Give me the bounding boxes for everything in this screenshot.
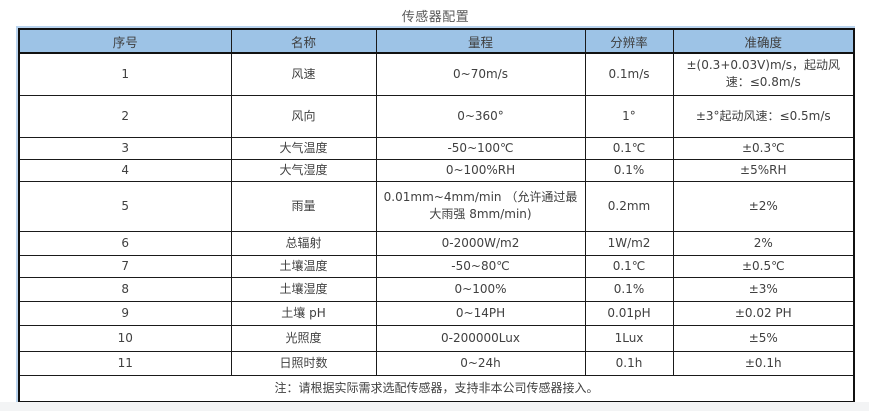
cell-range: 0~100%RH — [375, 158, 586, 182]
cell-name: 光照度 — [230, 324, 377, 352]
cell-name: 日照时数 — [230, 350, 377, 376]
table-row: 8 土壤湿度 0~100% 0.1% ±3% — [18, 276, 855, 302]
cell-range: 0~14PH — [375, 300, 586, 326]
cell-accuracy: ±(0.3+0.03V)m/s，起动风速：≤0.8m/s — [672, 52, 855, 96]
cell-range: 0~24h — [375, 350, 586, 376]
table-row: 9 土壤 pH 0~14PH 0.01pH ±0.02 PH — [18, 300, 855, 326]
cell-range: 0~70m/s — [375, 52, 586, 96]
note-row: 注：请根据实际需求选配传感器，支持非本公司传感器接入。 — [18, 374, 855, 402]
cell-index: 8 — [18, 276, 232, 302]
sensor-config-table-wrap: 序号 名称 量程 分辨率 准确度 1 风速 0~70m/s 0.1m/s ±(0.3+0.03V… — [16, 26, 855, 403]
cell-range: -50~100℃ — [375, 136, 586, 160]
column-header-index: 序号 — [18, 28, 232, 54]
cell-index: 1 — [18, 52, 232, 96]
column-header-name: 名称 — [230, 28, 377, 54]
table-footer: 注：请根据实际需求选配传感器，支持非本公司传感器接入。 — [18, 374, 855, 402]
table-row: 10 光照度 0-200000Lux 1Lux ±5% — [18, 324, 855, 352]
cell-resolution: 0.1% — [584, 158, 674, 182]
cell-index: 10 — [18, 324, 232, 352]
cell-resolution: 0.1℃ — [584, 254, 674, 278]
table-row: 1 风速 0~70m/s 0.1m/s ±(0.3+0.03V)m/s，起动风速：≤0.… — [18, 52, 855, 96]
cell-index: 6 — [18, 230, 232, 256]
cell-resolution: 0.01pH — [584, 300, 674, 326]
cell-accuracy: ±5% — [672, 324, 855, 352]
cell-resolution: 1W/m2 — [584, 230, 674, 256]
cell-resolution: 0.1℃ — [584, 136, 674, 160]
cell-name: 雨量 — [230, 180, 377, 232]
cell-accuracy: ±3°起动风速：≤0.5m/s — [672, 94, 855, 138]
cell-range: 0~100% — [375, 276, 586, 302]
cell-index: 11 — [18, 350, 232, 376]
cell-name: 土壤 pH — [230, 300, 377, 326]
cell-name: 总辐射 — [230, 230, 377, 256]
column-header-resolution: 分辨率 — [584, 28, 674, 54]
cell-resolution: 0.2mm — [584, 180, 674, 232]
cell-name: 风速 — [230, 52, 377, 96]
cell-name: 土壤湿度 — [230, 276, 377, 302]
table-header: 序号 名称 量程 分辨率 准确度 — [18, 28, 855, 54]
cell-accuracy: ±3% — [672, 276, 855, 302]
cell-index: 9 — [18, 300, 232, 326]
cell-resolution: 1Lux — [584, 324, 674, 352]
cell-range: 0-200000Lux — [375, 324, 586, 352]
table-row: 4 大气湿度 0~100%RH 0.1% ±5%RH — [18, 158, 855, 182]
table-row: 6 总辐射 0-2000W/m2 1W/m2 2% — [18, 230, 855, 256]
page-bottom-strip — [0, 402, 869, 411]
cell-name: 大气湿度 — [230, 158, 377, 182]
cell-index: 4 — [18, 158, 232, 182]
cell-accuracy: ±5%RH — [672, 158, 855, 182]
table-body: 1 风速 0~70m/s 0.1m/s ±(0.3+0.03V)m/s，起动风速：≤0.… — [18, 52, 855, 376]
cell-name: 土壤温度 — [230, 254, 377, 278]
table-row: 3 大气温度 -50~100℃ 0.1℃ ±0.3℃ — [18, 136, 855, 160]
cell-name: 风向 — [230, 94, 377, 138]
page-title: 传感器配置 — [401, 10, 470, 25]
table-row: 5 雨量 0.01mm~4mm/min （允许通过最大雨强 8mm/min) 0.2m… — [18, 180, 855, 232]
column-header-accuracy: 准确度 — [672, 28, 855, 54]
cell-accuracy: 2% — [672, 230, 855, 256]
cell-accuracy: ±0.02 PH — [672, 300, 855, 326]
table-row: 2 风向 0~360° 1° ±3°起动风速：≤0.5m/s — [18, 94, 855, 138]
table-note: 注：请根据实际需求选配传感器，支持非本公司传感器接入。 — [18, 374, 855, 402]
cell-accuracy: ±2% — [672, 180, 855, 232]
sensor-config-table: 序号 名称 量程 分辨率 准确度 1 风速 0~70m/s 0.1m/s ±(0.3+0.03V… — [18, 28, 855, 403]
table-row: 7 土壤温度 -50~80℃ 0.1℃ ±0.5℃ — [18, 254, 855, 278]
cell-accuracy: ±0.5℃ — [672, 254, 855, 278]
cell-index: 5 — [18, 180, 232, 232]
cell-index: 3 — [18, 136, 232, 160]
cell-accuracy: ±0.1h — [672, 350, 855, 376]
column-header-range: 量程 — [375, 28, 586, 54]
cell-range: 0.01mm~4mm/min （允许通过最大雨强 8mm/min) — [375, 180, 586, 232]
cell-index: 2 — [18, 94, 232, 138]
cell-range: -50~80℃ — [375, 254, 586, 278]
cell-resolution: 1° — [584, 94, 674, 138]
cell-accuracy: ±0.3℃ — [672, 136, 855, 160]
cell-resolution: 0.1m/s — [584, 52, 674, 96]
table-header-row: 序号 名称 量程 分辨率 准确度 — [18, 28, 855, 54]
cell-range: 0~360° — [375, 94, 586, 138]
cell-range: 0-2000W/m2 — [375, 230, 586, 256]
table-row: 11 日照时数 0~24h 0.1h ±0.1h — [18, 350, 855, 376]
cell-resolution: 0.1% — [584, 276, 674, 302]
cell-index: 7 — [18, 254, 232, 278]
cell-resolution: 0.1h — [584, 350, 674, 376]
cell-name: 大气温度 — [230, 136, 377, 160]
